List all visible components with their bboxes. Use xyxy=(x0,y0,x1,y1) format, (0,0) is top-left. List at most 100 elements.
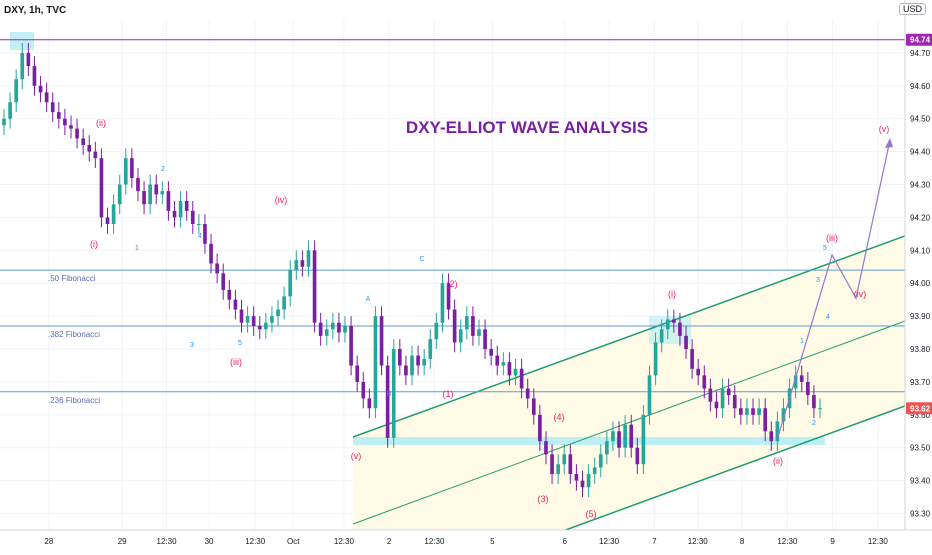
candle-body xyxy=(166,191,171,211)
candle-body xyxy=(324,329,329,336)
candle-body xyxy=(26,52,31,67)
currency-button[interactable]: USD xyxy=(898,3,926,15)
wave-label: (ii) xyxy=(96,118,106,128)
candle-body xyxy=(87,145,92,152)
candle-body xyxy=(538,414,542,442)
candle-body xyxy=(105,217,110,224)
candle-body xyxy=(708,388,713,402)
time-axis-panel xyxy=(0,530,932,550)
y-tick-label: 94.60 xyxy=(910,82,931,91)
symbol-info: DXY, 1h, TVC xyxy=(4,5,67,16)
x-tick-label: 28 xyxy=(44,537,53,546)
candle-body xyxy=(732,395,737,409)
price-label: 93.62 xyxy=(910,404,931,413)
candle-body xyxy=(598,454,603,468)
candle-body xyxy=(458,329,463,343)
candle-body xyxy=(641,414,646,465)
wave-label: (iii) xyxy=(230,357,242,367)
channel-lower-line xyxy=(559,395,932,533)
candle-body xyxy=(544,441,548,455)
candle-body xyxy=(184,200,189,211)
candle-body xyxy=(757,408,761,415)
candle-body xyxy=(8,102,12,119)
candle-body xyxy=(154,184,159,195)
fib-label: .50 Fibonacci xyxy=(48,274,96,283)
candle-body xyxy=(495,355,500,366)
candle-body xyxy=(178,200,183,218)
candle-body xyxy=(556,464,560,475)
candle-body xyxy=(288,270,293,297)
y-tick-label: 93.30 xyxy=(910,510,931,519)
candle-body xyxy=(464,316,469,330)
fib-label: .236 Fibonacci xyxy=(48,396,100,405)
y-tick-label: 94.30 xyxy=(910,181,931,190)
x-tick-label: 12:30 xyxy=(334,537,355,546)
x-tick-label: 12:30 xyxy=(868,537,889,546)
candle-body xyxy=(702,375,707,389)
channel-upper-line xyxy=(352,225,932,438)
candle-body xyxy=(818,408,822,410)
y-tick-label: 93.70 xyxy=(910,378,931,387)
candle-body xyxy=(696,368,701,376)
candle-body xyxy=(812,395,816,409)
x-tick-label: 12:30 xyxy=(688,537,709,546)
candle-body xyxy=(361,381,366,399)
candle-body xyxy=(793,375,798,389)
candle-body xyxy=(331,322,335,330)
candle-body xyxy=(653,342,658,376)
candle-body xyxy=(343,326,347,333)
candle-body xyxy=(769,431,774,442)
candle-body xyxy=(221,273,226,290)
x-tick-label: 8 xyxy=(740,537,745,546)
candle-body xyxy=(203,224,207,244)
candle-body xyxy=(306,250,311,267)
wave-label: (v) xyxy=(351,451,362,461)
candle-body xyxy=(160,191,165,195)
x-tick-label: 2 xyxy=(387,537,392,546)
x-tick-label: 12:30 xyxy=(424,537,445,546)
candle-body xyxy=(659,329,664,343)
candle-body xyxy=(452,309,457,343)
candle-body xyxy=(434,322,439,340)
candle-body xyxy=(781,408,786,422)
candle-body xyxy=(574,474,579,481)
price-label: 94.74 xyxy=(910,36,931,45)
wave-label: (2) xyxy=(447,279,458,289)
channel-fill xyxy=(353,226,932,532)
y-tick-label: 94.10 xyxy=(910,246,931,255)
candle-body xyxy=(446,283,451,310)
candle-body xyxy=(501,362,506,366)
y-tick-label: 93.50 xyxy=(910,444,931,453)
candle-body xyxy=(172,210,177,218)
projection-arrow xyxy=(885,138,893,148)
y-tick-label: 94.70 xyxy=(910,49,931,58)
candle-body xyxy=(294,260,299,271)
candle-body xyxy=(251,316,256,326)
candle-body xyxy=(50,102,55,113)
chart-title: DXY-ELLIOT WAVE ANALYSIS xyxy=(406,118,648,137)
candle-body xyxy=(20,52,25,80)
candle-body xyxy=(2,118,6,126)
wave-label: (v) xyxy=(879,124,890,134)
candle-body xyxy=(99,158,104,218)
candle-body xyxy=(111,204,116,224)
candle-body xyxy=(799,375,804,382)
candle-body xyxy=(349,326,353,366)
candle-body xyxy=(665,319,670,330)
candle-body xyxy=(714,401,719,409)
wave-label: 1 xyxy=(800,338,804,345)
wave-label: 3 xyxy=(190,342,194,349)
candle-body xyxy=(751,408,755,415)
wave-label: 2 xyxy=(812,420,816,427)
wave-label: 2 xyxy=(161,166,165,173)
candle-body xyxy=(805,381,810,396)
y-tick-label: 93.80 xyxy=(910,345,931,354)
candle-body xyxy=(416,355,420,366)
wave-label: (3) xyxy=(538,494,549,504)
y-tick-label: 94.20 xyxy=(910,213,931,222)
candle-body xyxy=(209,243,213,264)
y-tick-label: 93.40 xyxy=(910,477,931,486)
candle-body xyxy=(611,431,615,442)
